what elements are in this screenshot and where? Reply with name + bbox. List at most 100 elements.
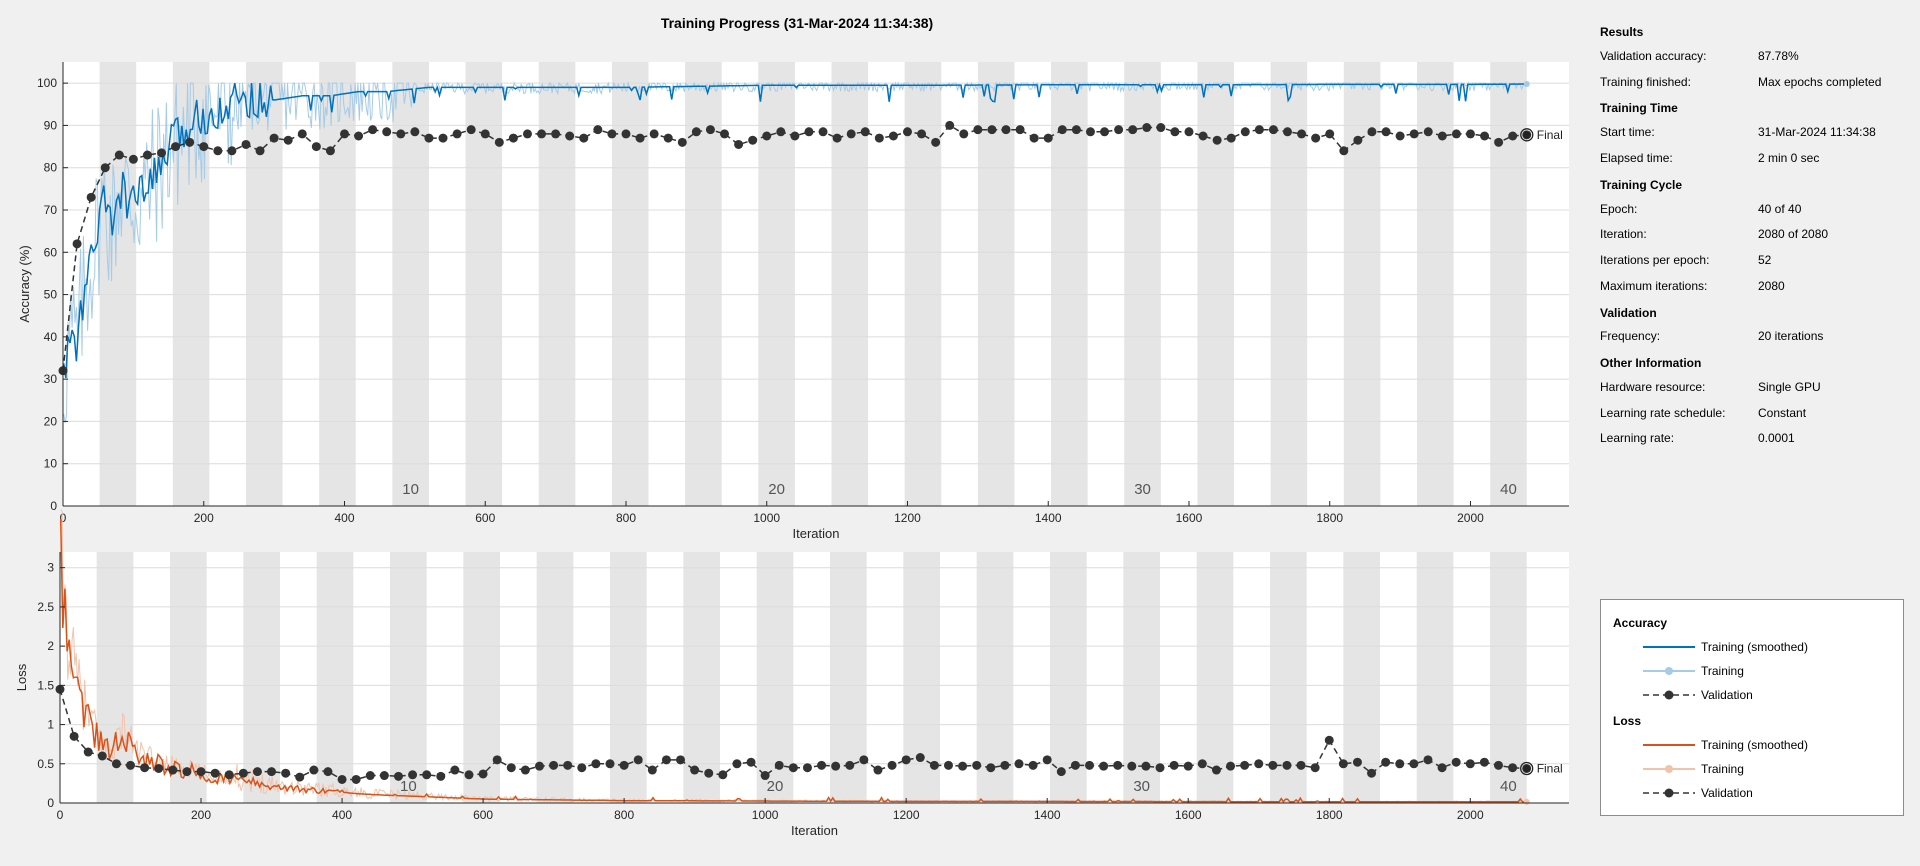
acc-validation-point: [818, 127, 828, 137]
loss-validation-point: [1211, 765, 1221, 775]
loss-validation-point: [422, 770, 432, 780]
acc-validation-point: [1451, 129, 1461, 139]
info-key: Epoch:: [1600, 201, 1638, 216]
loss-epoch-label: 20: [767, 778, 784, 795]
acc-x-tick-label: 2000: [1457, 511, 1484, 525]
acc-validation-point: [720, 129, 730, 139]
legend-loss-validation-swatch: [1643, 788, 1695, 798]
loss-validation-point: [1028, 760, 1038, 770]
loss-validation-point: [661, 755, 671, 765]
acc-validation-point: [1001, 125, 1011, 135]
loss-training-smoothed-line: [59, 518, 1528, 803]
info-row: Learning rate schedule: Constant: [1600, 400, 1910, 426]
acc-validation-point: [1170, 127, 1180, 137]
loss-validation-point: [718, 770, 728, 780]
loss-epoch-band: [1343, 552, 1381, 803]
acc-validation-point: [241, 139, 251, 149]
info-key: Learning rate schedule:: [1600, 405, 1726, 420]
loss-validation-point: [69, 731, 79, 741]
info-row: Start time: 31-Mar-2024 11:34:38: [1600, 119, 1910, 145]
loss-validation-point: [1310, 763, 1320, 773]
loss-validation-point: [238, 768, 248, 778]
acc-validation-point: [297, 129, 307, 139]
acc-epoch-band: [758, 62, 795, 506]
loss-validation-point: [196, 767, 206, 777]
acc-validation-point: [1381, 127, 1391, 137]
acc-validation-point: [832, 133, 842, 143]
loss-validation-point: [534, 761, 544, 771]
acc-validation-point: [1043, 133, 1053, 143]
loss-validation-point: [1226, 761, 1236, 771]
loss-epoch-label: 30: [1133, 778, 1150, 795]
loss-validation-point: [1155, 763, 1165, 773]
loss-validation-point: [365, 771, 375, 781]
acc-validation-point: [1437, 131, 1447, 141]
info-value: 52: [1758, 252, 1772, 267]
acc-epoch-band: [538, 62, 576, 506]
info-value: 2080 of 2080: [1758, 227, 1829, 242]
loss-epoch-band: [1490, 552, 1527, 803]
acc-y-tick-label: 20: [44, 414, 58, 428]
loss-epoch-band: [756, 552, 794, 803]
loss-epoch-label: 10: [400, 778, 417, 795]
info-row: Validation accuracy: 87.78%: [1600, 43, 1910, 69]
legend-acc-smoothed: Training (smoothed): [1643, 640, 1808, 654]
info-row: Epoch: 40 of 40: [1600, 196, 1910, 222]
loss-validation-point: [1099, 761, 1109, 771]
info-value: Single GPU: [1758, 380, 1821, 395]
acc-y-tick-label: 70: [44, 203, 58, 217]
loss-validation-point: [929, 760, 939, 770]
info-section-heading: Training Time: [1600, 101, 1678, 116]
acc-y-tick-label: 60: [44, 245, 58, 259]
info-value: 31-Mar-2024 11:34:38: [1758, 125, 1876, 140]
acc-validation-point: [1423, 127, 1433, 137]
loss-validation-point: [1282, 760, 1292, 770]
loss-validation-point: [252, 767, 262, 777]
loss-training-end-point: [1523, 798, 1530, 805]
acc-epoch-band: [1343, 62, 1381, 506]
loss-x-tick-label: 200: [191, 808, 211, 822]
acc-validation-point: [452, 129, 462, 139]
legend-accuracy-heading: Accuracy: [1613, 616, 1668, 630]
loss-validation-point: [1479, 757, 1489, 767]
info-value: 2 min 0 sec: [1758, 150, 1820, 165]
loss-epoch-label: 40: [1500, 778, 1517, 795]
acc-y-tick-label: 30: [44, 372, 58, 386]
acc-validation-point: [1085, 127, 1095, 137]
acc-validation-point: [917, 129, 927, 139]
acc-y-tick-label: 40: [44, 330, 58, 344]
loss-validation-point: [281, 768, 291, 778]
loss-x-tick-label: 1400: [1034, 808, 1061, 822]
acc-validation-point: [185, 137, 195, 147]
acc-validation-point: [424, 133, 434, 143]
acc-epoch-band: [685, 62, 722, 506]
legend-loss-validation-label: Validation: [1701, 786, 1753, 800]
loss-validation-point: [1197, 759, 1207, 769]
loss-validation-point: [788, 763, 798, 773]
loss-validation-point: [337, 774, 347, 784]
loss-validation-point: [168, 765, 178, 775]
loss-epoch-band: [243, 552, 281, 803]
loss-validation-point: [746, 757, 756, 767]
acc-validation-point: [677, 137, 687, 147]
loss-validation-point: [1395, 759, 1405, 769]
acc-training-end-point: [1523, 80, 1530, 87]
acc-validation-point: [283, 135, 293, 145]
info-section-heading: Other Information: [1600, 356, 1702, 371]
loss-validation-point: [464, 770, 474, 780]
acc-plot-area: [63, 62, 1569, 506]
loss-validation-point: [873, 765, 883, 775]
loss-validation-point: [1296, 760, 1306, 770]
loss-validation-point: [1042, 755, 1052, 765]
loss-x-tick-label: 1000: [752, 808, 779, 822]
info-key: Frequency:: [1600, 329, 1661, 344]
info-key: Iteration:: [1600, 227, 1647, 242]
acc-validation-point: [354, 131, 364, 141]
acc-validation-point: [1128, 125, 1138, 135]
acc-validation-point: [902, 127, 912, 137]
acc-validation-point: [1339, 146, 1349, 156]
loss-validation-point: [492, 755, 502, 765]
acc-validation-point: [593, 125, 603, 135]
acc-validation-point: [1015, 125, 1025, 135]
